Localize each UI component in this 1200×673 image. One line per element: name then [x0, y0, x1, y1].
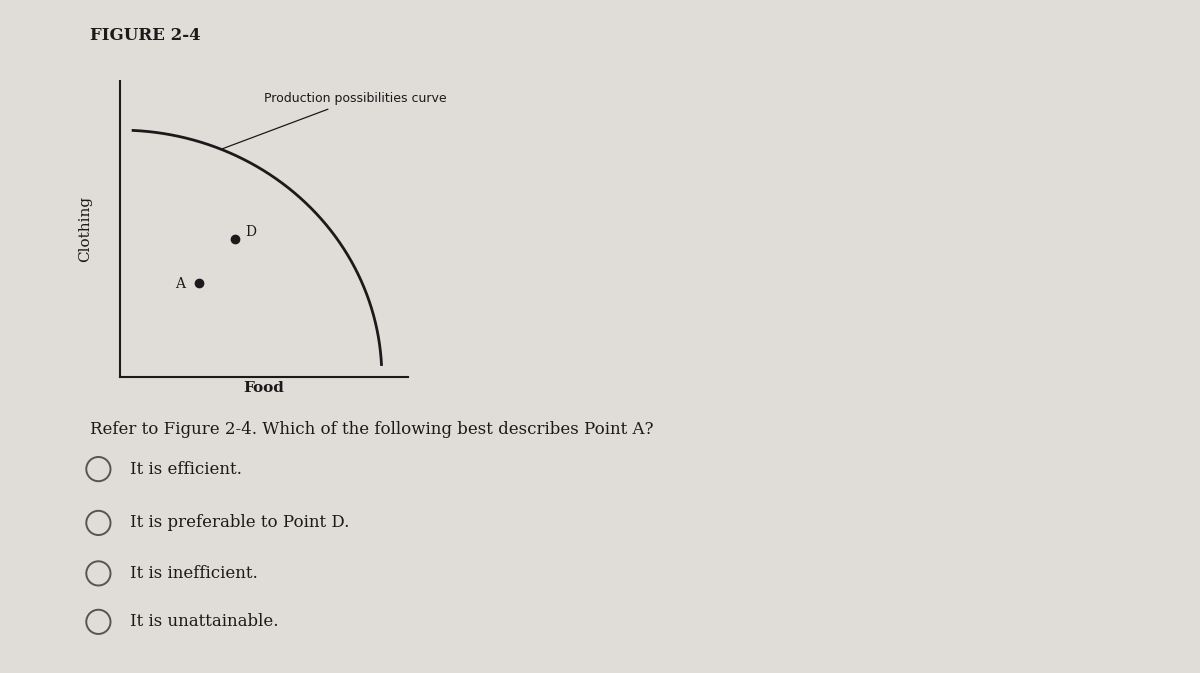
Text: Production possibilities curve: Production possibilities curve	[222, 92, 446, 149]
Text: It is preferable to Point D.: It is preferable to Point D.	[130, 514, 349, 532]
Text: D: D	[246, 225, 257, 239]
Text: Refer to Figure 2-4. Which of the following best describes Point A?: Refer to Figure 2-4. Which of the follow…	[90, 421, 654, 437]
Text: Clothing: Clothing	[78, 196, 92, 262]
X-axis label: Food: Food	[244, 381, 284, 395]
Text: It is inefficient.: It is inefficient.	[130, 565, 257, 582]
Text: FIGURE 2-4: FIGURE 2-4	[90, 27, 200, 44]
Text: It is efficient.: It is efficient.	[130, 460, 241, 478]
Text: It is unattainable.: It is unattainable.	[130, 613, 278, 631]
Text: A: A	[175, 277, 185, 291]
